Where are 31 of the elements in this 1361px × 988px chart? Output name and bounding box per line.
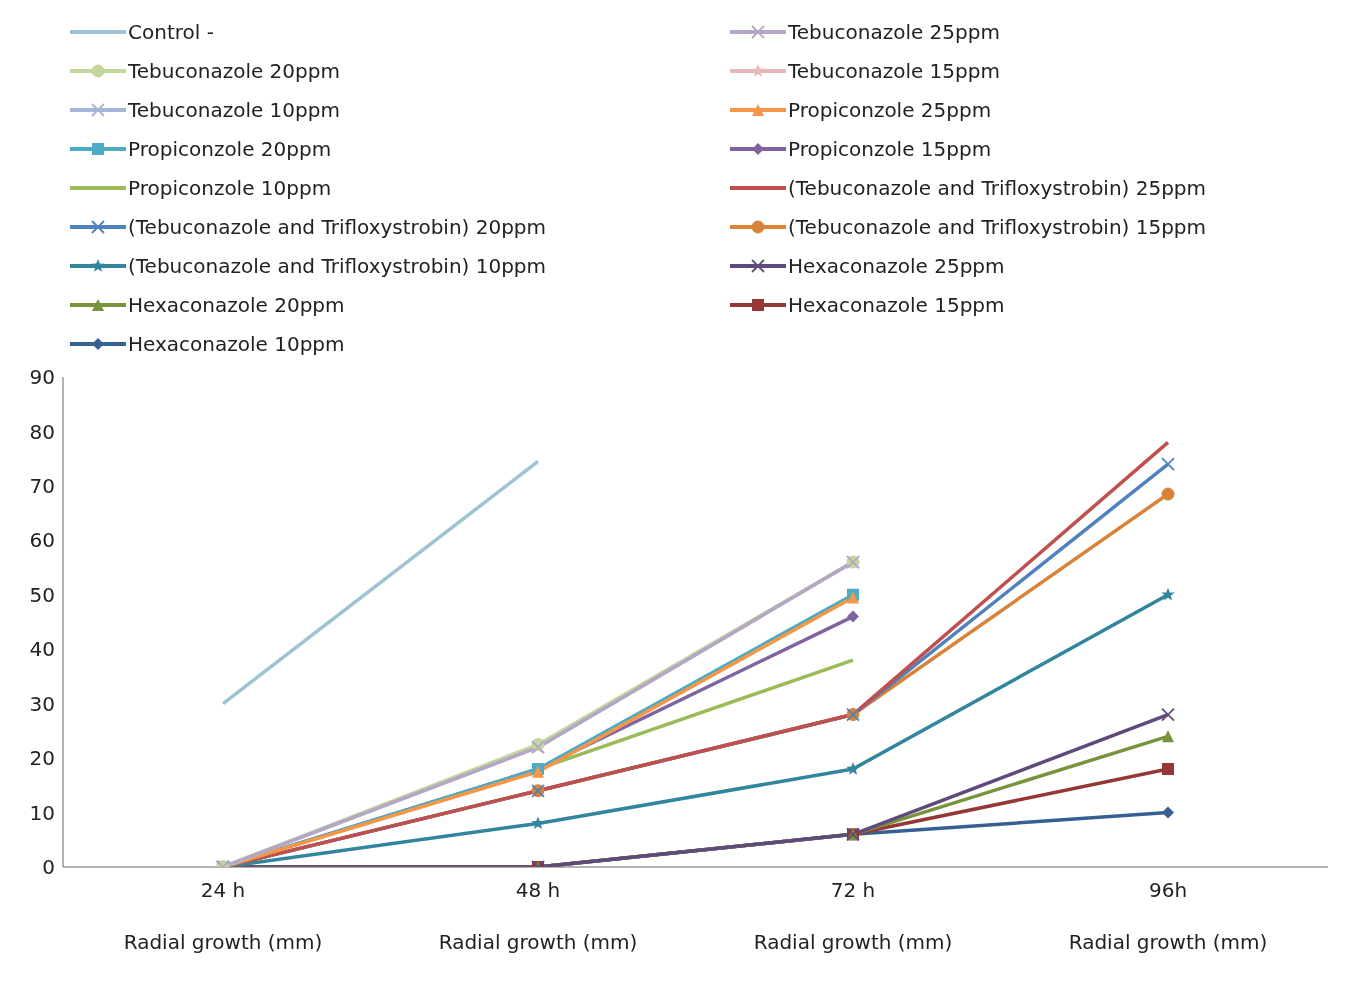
legend-label: Propiconzole 20ppm [128, 136, 332, 161]
legend-label: Tebuconazole 10ppm [128, 97, 340, 122]
legend-label: Hexaconazole 15ppm [788, 292, 1005, 317]
category-label: 24 h Radial growth (mm) [123, 878, 323, 954]
y-tick-label: 60 [29, 528, 55, 553]
y-tick-label: 20 [29, 746, 55, 771]
legend-label: Hexaconazole 20ppm [128, 292, 345, 317]
legend-label: (Tebuconazole and Trifloxystrobin) 15ppm [788, 214, 1207, 239]
category-label: 72 h Radial growth (mm) [753, 878, 953, 954]
legend-label: Propiconzole 15ppm [788, 136, 992, 161]
legend-label: (Tebuconazole and Trifloxystrobin) 20ppm [128, 214, 547, 239]
y-tick-label: 30 [29, 691, 55, 716]
legend-label: Hexaconazole 10ppm [128, 331, 345, 356]
y-tick-label: 80 [29, 419, 55, 444]
y-tick-label: 10 [29, 800, 55, 825]
y-tick-label: 0 [42, 855, 55, 880]
legend-label: Tebuconazole 25ppm [788, 19, 1000, 44]
legend-label: Hexaconazole 25ppm [788, 253, 1005, 278]
legend-label: Tebuconazole 15ppm [788, 58, 1000, 83]
y-tick-label: 50 [29, 582, 55, 607]
category-label: 48 h Radial growth (mm) [438, 878, 638, 954]
legend-label: Tebuconazole 20ppm [128, 58, 340, 83]
legend-label: Propiconzole 25ppm [788, 97, 992, 122]
y-tick-label: 40 [29, 637, 55, 662]
category-label: 96h Radial growth (mm) [1068, 878, 1268, 954]
legend-label: (Tebuconazole and Trifloxystrobin) 10ppm [128, 253, 547, 278]
y-tick-label: 70 [29, 473, 55, 498]
legend-label: Propiconzole 10ppm [128, 175, 332, 200]
legend-label: Control - [128, 19, 214, 44]
y-tick-label: 90 [29, 365, 55, 390]
legend-label: (Tebuconazole and Trifloxystrobin) 25ppm [788, 175, 1207, 200]
